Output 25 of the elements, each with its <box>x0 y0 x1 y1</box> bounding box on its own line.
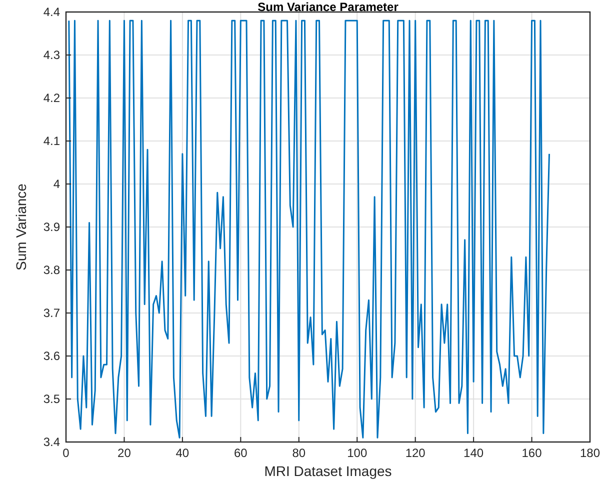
y-tick-label: 3.7 <box>43 306 60 320</box>
x-tick-label: 120 <box>405 446 426 460</box>
y-tick-label: 3.5 <box>43 392 60 406</box>
y-tick-label: 4.2 <box>43 91 60 105</box>
y-tick-label: 3.9 <box>43 220 60 234</box>
x-tick-label: 140 <box>464 446 484 460</box>
x-tick-label: 80 <box>292 446 306 460</box>
x-tick-label: 100 <box>347 446 368 460</box>
x-tick-label: 60 <box>234 446 248 460</box>
x-tick-label: 0 <box>62 446 70 460</box>
y-tick-label: 4.3 <box>43 48 60 62</box>
x-axis-title: MRI Dataset Images <box>264 463 392 479</box>
x-tick-label: 180 <box>580 446 600 460</box>
line-series <box>68 20 550 438</box>
x-tick-label: 40 <box>176 446 190 460</box>
y-axis-title: Sum Variance <box>13 183 29 270</box>
y-tick-label: 3.8 <box>43 263 60 277</box>
y-tick-label: 4 <box>53 177 60 191</box>
x-tick-label: 160 <box>522 446 542 460</box>
y-tick-label: 3.6 <box>43 349 60 363</box>
y-tick-label: 3.4 <box>43 435 60 449</box>
x-tick-label: 20 <box>118 446 132 460</box>
y-tick-label: 4.1 <box>43 134 60 148</box>
chart-title: Sum Variance Parameter <box>258 0 399 14</box>
y-tick-label: 4.4 <box>43 5 60 19</box>
